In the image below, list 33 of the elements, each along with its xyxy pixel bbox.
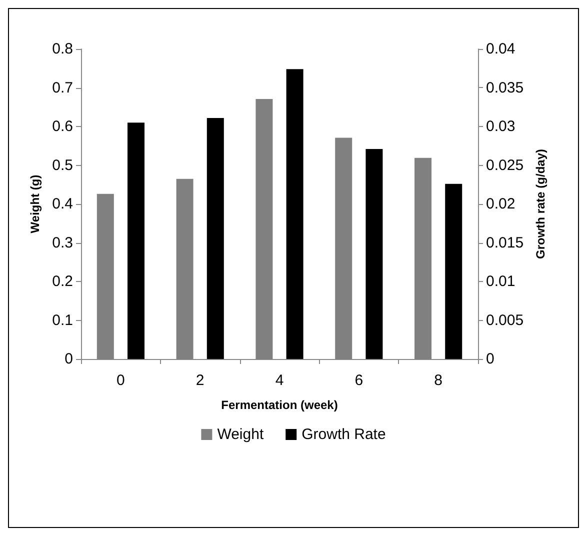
y-tick-label: 0.1 (52, 312, 73, 329)
bar (366, 148, 383, 359)
y-axis-title: Weight (g) (28, 174, 42, 234)
legend-label: Growth Rate (302, 426, 386, 443)
bar (128, 122, 144, 359)
y-tick-label: 0.6 (52, 118, 73, 135)
x-tick-label: 4 (275, 372, 284, 389)
x-tick-label: 8 (434, 372, 442, 389)
y-tick-label: 0.8 (52, 40, 73, 58)
bar (286, 69, 304, 359)
y-tick-label: 0 (64, 350, 73, 368)
bar (445, 184, 462, 359)
y2-tick-label: 0.04 (486, 40, 516, 58)
y2-tick-label: 0.02 (486, 196, 516, 212)
y-tick-label: 0.7 (52, 79, 73, 96)
y2-tick-label: 0.01 (486, 273, 516, 290)
x-tick-label: 6 (354, 372, 364, 389)
x-axis-title: Fermentation (week) (221, 398, 338, 412)
legend-label: Weight (217, 426, 264, 443)
y2-tick-label: 0.025 (486, 156, 524, 174)
x-tick-label: 0 (116, 372, 125, 389)
y2-tick-label: 0.035 (486, 79, 524, 96)
bar (206, 118, 224, 359)
y-tick-label: 0.2 (52, 273, 73, 290)
y-tick-label: 0.3 (52, 234, 73, 252)
y-tick-label: 0.5 (52, 156, 73, 174)
y-tick-label: 0.4 (52, 196, 73, 212)
y2-tick-label: 0.015 (486, 234, 524, 252)
y2-tick-label: 0.005 (486, 312, 524, 329)
y2-tick-label: 0.03 (486, 118, 516, 135)
y2-axis-title: Growth rate (g/day) (533, 148, 548, 260)
x-tick-label: 2 (196, 372, 204, 389)
y2-tick-label: 0 (486, 350, 494, 368)
